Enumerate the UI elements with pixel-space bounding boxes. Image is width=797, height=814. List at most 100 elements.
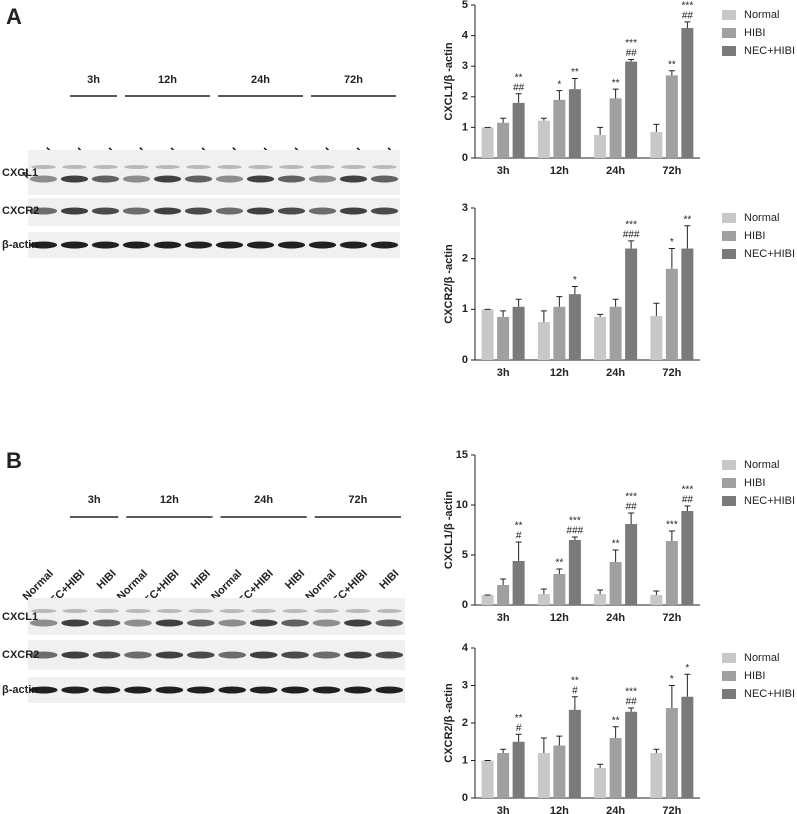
bar bbox=[665, 541, 678, 605]
lane-label: HIBI bbox=[189, 568, 213, 592]
blot-band bbox=[341, 165, 366, 169]
error-bar bbox=[653, 590, 660, 595]
blot-band bbox=[249, 651, 278, 659]
blot-band bbox=[91, 241, 120, 249]
bar bbox=[650, 753, 663, 798]
legend-label: NEC+HIBI bbox=[744, 688, 795, 700]
blot-band bbox=[153, 207, 182, 215]
bar bbox=[537, 120, 550, 158]
bar bbox=[537, 322, 550, 360]
bar bbox=[497, 753, 510, 798]
blot-band bbox=[282, 609, 308, 613]
blot-band bbox=[61, 651, 89, 659]
error-bar bbox=[628, 707, 635, 712]
blot-band bbox=[277, 175, 306, 183]
error-bar bbox=[628, 512, 635, 524]
blot-band bbox=[281, 619, 309, 627]
error-bar bbox=[540, 588, 547, 594]
error-bar bbox=[684, 225, 691, 249]
significance-label: * bbox=[557, 79, 561, 90]
blot-band bbox=[60, 241, 89, 249]
blot-band bbox=[188, 609, 214, 613]
bar bbox=[681, 248, 694, 360]
bar bbox=[594, 135, 607, 158]
legend-swatch bbox=[722, 653, 736, 663]
blot-band bbox=[61, 619, 89, 627]
legend-label: HIBI bbox=[744, 230, 765, 242]
legend-label: Normal bbox=[744, 9, 779, 21]
error-bar bbox=[556, 296, 563, 307]
legend-swatch bbox=[722, 496, 736, 506]
error-bar bbox=[628, 240, 635, 249]
blot-strip bbox=[28, 232, 400, 258]
bar bbox=[625, 61, 638, 158]
error-bar bbox=[612, 726, 619, 738]
panel-label: A bbox=[6, 4, 22, 29]
blot-band bbox=[279, 165, 304, 169]
blot-band bbox=[91, 175, 120, 183]
error-bar bbox=[571, 286, 578, 295]
blot-band bbox=[122, 207, 151, 215]
blot-band bbox=[218, 686, 247, 694]
timepoint-label: 12h bbox=[158, 74, 177, 86]
blot-band bbox=[153, 241, 182, 249]
blot-row-label: CXCL1 bbox=[2, 167, 38, 179]
significance-label: *** bbox=[569, 516, 581, 527]
blot-band bbox=[29, 651, 58, 659]
y-tick-label: 3 bbox=[462, 60, 468, 72]
legend-label: HIBI bbox=[744, 27, 765, 39]
blot-band bbox=[92, 651, 121, 659]
bar bbox=[625, 711, 638, 798]
blot-band bbox=[29, 207, 58, 215]
significance-label: * bbox=[573, 275, 577, 286]
error-bar bbox=[653, 123, 660, 132]
blot-band bbox=[375, 651, 404, 659]
timepoint-label: 72h bbox=[348, 494, 367, 506]
error-bar bbox=[571, 536, 578, 540]
bar bbox=[512, 741, 525, 798]
blot-band bbox=[60, 207, 89, 215]
error-bar bbox=[653, 302, 660, 316]
legend-label: Normal bbox=[744, 459, 779, 471]
bar bbox=[568, 709, 581, 798]
blot-band bbox=[122, 241, 151, 249]
y-tick-label: 1 bbox=[462, 754, 468, 766]
blot-band bbox=[249, 619, 278, 627]
legend-swatch bbox=[722, 249, 736, 259]
blot-band bbox=[60, 175, 89, 183]
y-axis-label: CXCR2/β -actin bbox=[443, 683, 455, 763]
blot-band bbox=[91, 207, 120, 215]
blot-band bbox=[218, 651, 247, 659]
blot-band bbox=[62, 609, 88, 613]
bar bbox=[650, 131, 663, 158]
y-tick-label: 15 bbox=[456, 449, 468, 461]
x-tick-label: 3h bbox=[497, 612, 510, 624]
blot-band bbox=[219, 609, 245, 613]
bar bbox=[481, 595, 494, 605]
blot-band bbox=[312, 686, 341, 694]
bar bbox=[609, 738, 622, 798]
timepoint-label: 72h bbox=[344, 74, 363, 86]
error-bar bbox=[612, 298, 619, 307]
error-bar bbox=[556, 568, 563, 574]
blot-band bbox=[156, 609, 182, 613]
blot-band bbox=[61, 686, 89, 694]
bar bbox=[512, 306, 525, 360]
lane-label: HIBI bbox=[283, 568, 307, 592]
significance-label: ** bbox=[555, 558, 563, 569]
significance-label: ** bbox=[668, 59, 676, 70]
legend-label: NEC+HIBI bbox=[744, 45, 795, 57]
significance-label: *** bbox=[625, 687, 637, 698]
legend-swatch bbox=[722, 478, 736, 488]
significance-label: ## bbox=[513, 82, 525, 93]
blot-band bbox=[370, 207, 399, 215]
significance-label: ** bbox=[683, 214, 691, 225]
timepoint-label: 12h bbox=[160, 494, 179, 506]
blot-band bbox=[281, 651, 309, 659]
legend-swatch bbox=[722, 46, 736, 56]
timepoint-label: 3h bbox=[87, 74, 100, 86]
y-tick-label: 0 bbox=[462, 354, 468, 366]
bar bbox=[481, 127, 494, 158]
significance-label: *** bbox=[625, 492, 637, 503]
